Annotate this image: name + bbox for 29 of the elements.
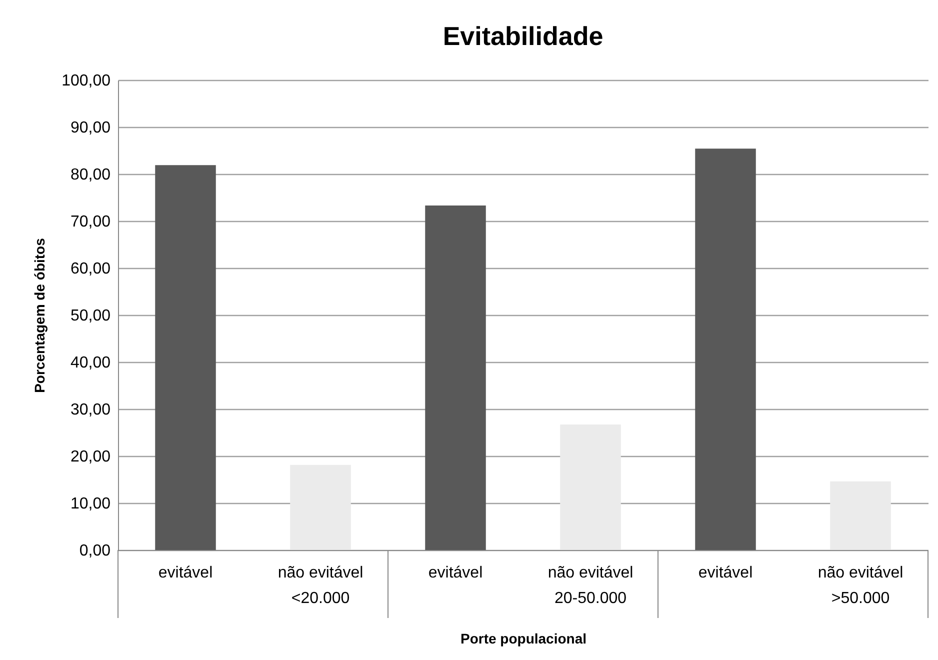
bar (695, 148, 756, 550)
x-tick-label: não evitável (548, 564, 634, 582)
bar (425, 205, 486, 550)
bar (830, 481, 891, 550)
y-tick-label: 70,00 (70, 214, 111, 230)
x-axis-title: Porte populacional (460, 630, 587, 646)
y-tick-label: 10,00 (70, 496, 111, 512)
text: >50.000 (831, 590, 890, 607)
text: 20-50.000 (554, 590, 627, 607)
x-tick-label: evitável (428, 564, 483, 582)
x-tick-label: evitável (158, 564, 213, 582)
y-tick-label: 40,00 (70, 354, 111, 372)
y-tick-label: 90,00 (70, 120, 111, 136)
bar (560, 424, 621, 550)
bar (290, 464, 351, 550)
chart-title: Evitabilidade (442, 21, 604, 51)
text: <20.000 (291, 590, 350, 607)
y-tick-label: 50,00 (70, 308, 111, 324)
y-tick-label: 30,00 (70, 402, 111, 418)
x-tick-label: evitável (698, 564, 753, 582)
y-tick-label: 60,00 (70, 260, 111, 278)
x-tick-label: não evitável (818, 564, 904, 582)
y-tick-label: 80,00 (70, 166, 111, 184)
y-tick-label: 100,00 (62, 72, 111, 90)
bar (155, 165, 216, 550)
y-axis-title: Porcentagem de óbitos (32, 238, 48, 393)
y-tick-label: 0,00 (79, 542, 111, 560)
y-tick-label: 20,00 (70, 448, 111, 466)
x-tick-label: não evitável (278, 564, 364, 582)
